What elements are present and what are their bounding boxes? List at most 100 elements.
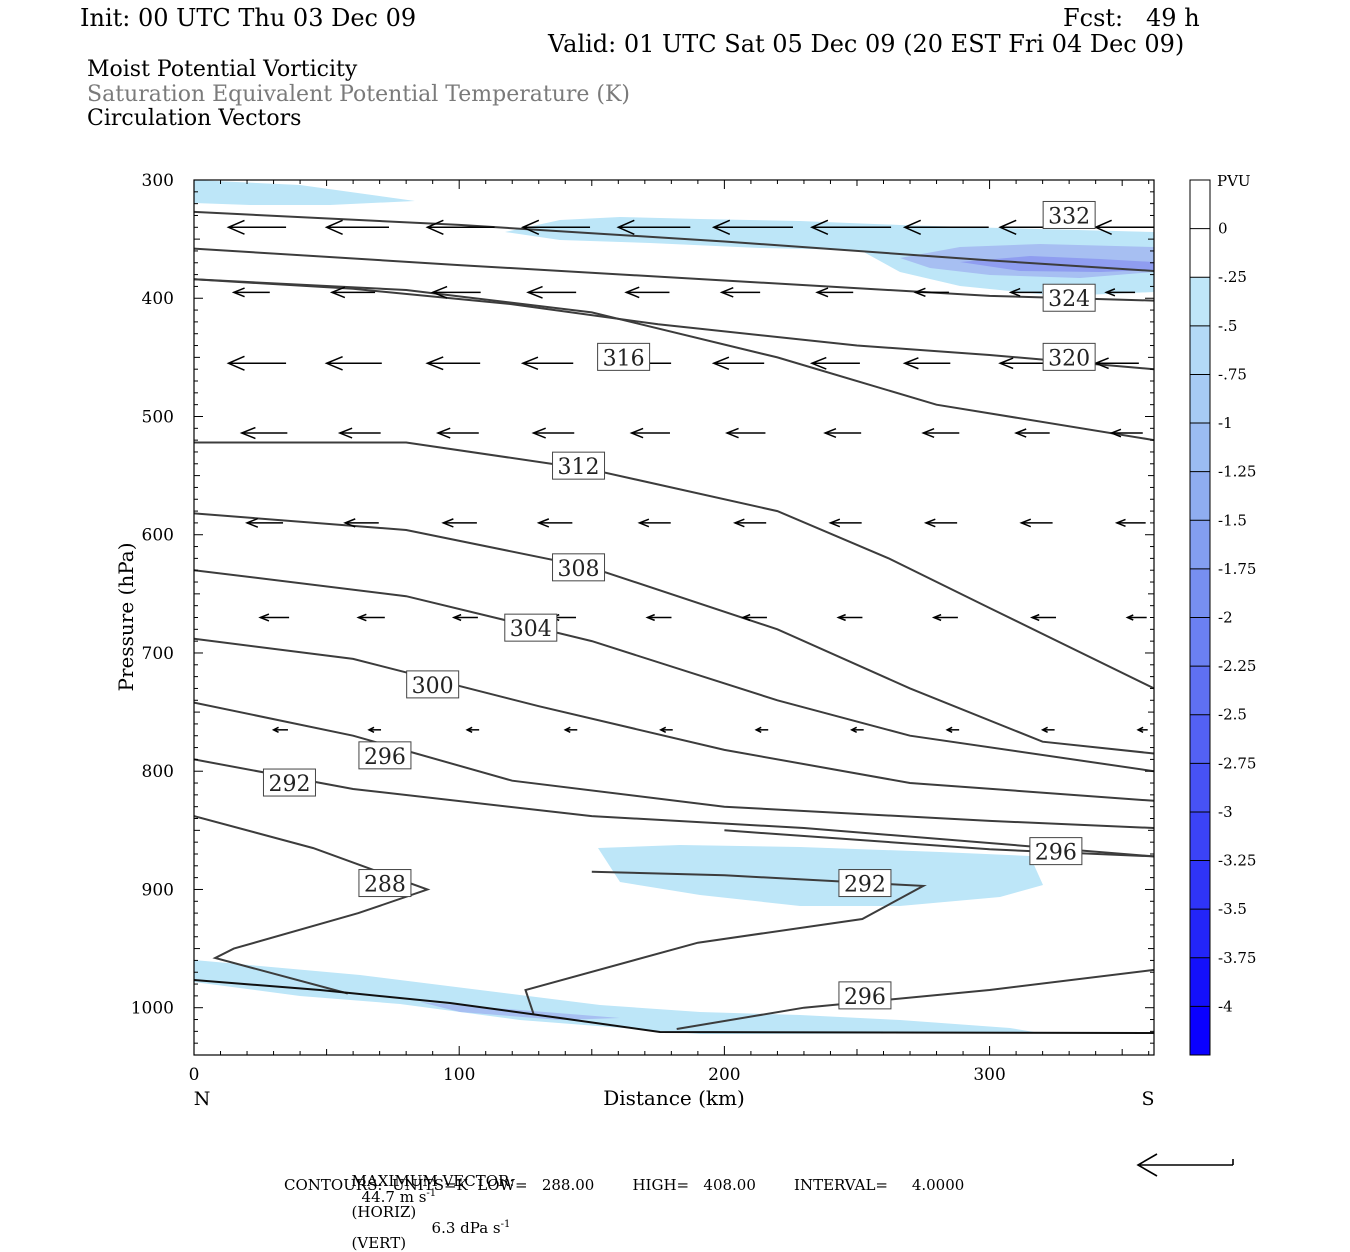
init-time: Init: 00 UTC Thu 03 Dec 09 <box>80 4 417 32</box>
terrain-line <box>194 979 1154 1034</box>
vector-arrow-2-9 <box>1093 357 1139 370</box>
y-tick-label-1000: 1000 <box>131 999 174 1019</box>
colorbar-swatch-12 <box>1190 763 1210 813</box>
contour-label-288-12: 288 <box>358 869 412 898</box>
vector-arrow-0-5 <box>711 219 793 235</box>
vector-arrow-5-5 <box>740 613 767 622</box>
vector-arrow-6-6 <box>850 726 864 734</box>
vector-arrow-5-8 <box>1029 613 1057 622</box>
colorbar-swatch-13 <box>1190 811 1210 862</box>
colorbar-label-16: -4 <box>1218 997 1233 1015</box>
vector-arrow-0-7 <box>902 219 989 235</box>
vector-arrow-1-7 <box>913 287 949 298</box>
colorbar-swatch-16 <box>1190 957 1210 1007</box>
mpv-fill-lower-band <box>598 845 1043 906</box>
colorbar-label-15: -3.75 <box>1218 949 1256 967</box>
valid-time: Valid: 01 UTC Sat 05 Dec 09 (20 EST Fri … <box>548 30 1185 58</box>
title-vectors: Circulation Vectors <box>87 106 302 131</box>
x-tick-label-300: 300 <box>973 1065 1005 1085</box>
vector-arrow-6-0 <box>271 726 288 734</box>
colorbar-label-1: -.25 <box>1218 268 1247 286</box>
svg-text:296: 296 <box>844 985 886 1010</box>
contour-288-12 <box>194 815 431 995</box>
vector-arrow-1-2 <box>430 285 481 299</box>
contour-label-292-11: 292 <box>838 869 892 898</box>
contour-label-300-7: 300 <box>406 670 460 699</box>
x-tick-label-200: 200 <box>708 1065 740 1085</box>
colorbar-swatch-2 <box>1190 277 1210 327</box>
vector-arrow-6-2 <box>465 726 480 734</box>
vector-arrow-5-0 <box>258 613 290 622</box>
vector-arrow-1-3 <box>526 285 577 299</box>
contour-label-320-2: 320 <box>1042 342 1096 371</box>
vector-arrow-4-4 <box>637 518 671 528</box>
vector-arrow-1-5 <box>719 287 761 298</box>
svg-text:300: 300 <box>412 674 454 699</box>
y-tick-label-900: 900 <box>142 880 174 900</box>
vector-arrow-0-9 <box>1093 219 1154 235</box>
vector-arrow-6-4 <box>659 726 673 734</box>
y-tick-label-300: 300 <box>142 171 174 191</box>
colorbar-label-12: -3 <box>1218 803 1233 821</box>
contour-292-9 <box>194 758 1154 858</box>
vector-arrow-0-6 <box>810 219 892 235</box>
vector-arrow-0-2 <box>425 219 495 235</box>
x-tick-labels: 0 100 200 300 <box>189 1065 1006 1085</box>
contour-label-296-10: 296 <box>1029 837 1083 866</box>
vector-arrow-6-5 <box>754 726 769 734</box>
vector-arrow-4-8 <box>1019 518 1053 528</box>
svg-text:316: 316 <box>603 346 645 371</box>
vector-arrow-0-3 <box>520 219 591 235</box>
colorbar-label-7: -1.75 <box>1218 560 1256 578</box>
svg-text:312: 312 <box>558 455 600 480</box>
title-mpv: Moist Potential Vorticity <box>87 57 358 82</box>
contour-label-308-5: 308 <box>552 553 606 582</box>
vector-arrow-1-4 <box>624 286 670 299</box>
colorbar-label-11: -2.75 <box>1218 754 1256 772</box>
colorbar-swatch-8 <box>1190 568 1210 618</box>
theta-es-contours <box>194 210 1154 1030</box>
contour-label-312-4: 312 <box>552 451 606 480</box>
colorbar-swatch-1 <box>1190 228 1210 278</box>
colorbar-label-8: -2 <box>1218 609 1233 627</box>
vector-arrow-4-3 <box>536 518 573 528</box>
contour-300-7 <box>194 637 1154 802</box>
colorbar-swatch-14 <box>1190 860 1210 910</box>
vector-arrow-1-1 <box>329 286 376 299</box>
contour-292-11 <box>524 870 927 1014</box>
horiz-superscript: -1 <box>426 1188 437 1199</box>
vector-arrow-0-0 <box>226 219 287 235</box>
vector-arrow-1-0 <box>231 287 270 298</box>
vector-arrow-2-3 <box>520 356 574 371</box>
vert-unit: (VERT) <box>351 1234 407 1252</box>
vector-arrow-3-5 <box>725 427 766 439</box>
contour-label-296-8: 296 <box>358 741 412 770</box>
vector-arrow-6-8 <box>1040 726 1055 734</box>
colorbar-label-6: -1.5 <box>1218 511 1247 529</box>
colorbar-swatch-10 <box>1190 666 1210 716</box>
vector-arrow-4-5 <box>732 518 767 528</box>
y-tick-label-800: 800 <box>142 762 174 782</box>
vector-arrow-2-5 <box>711 356 765 371</box>
y-axis-label: Pressure (hPa) <box>114 543 138 692</box>
vector-arrow-3-3 <box>531 427 575 439</box>
y-tick-label-600: 600 <box>142 526 174 546</box>
colorbar-swatch-17 <box>1190 1006 1210 1056</box>
colorbar-label-13: -3.25 <box>1218 852 1256 870</box>
vector-arrow-6-3 <box>563 726 578 734</box>
vector-arrow-5-4 <box>645 613 672 622</box>
title-theta-es: Saturation Equivalent Potential Temperat… <box>87 82 630 107</box>
mpv-colorbar: 0 -.25 -.5 -.75 -1 -1.25 -1.5 -1.75 -2 -2.25 -2.5 -… <box>1189 179 1256 1056</box>
colorbar-swatch-6 <box>1190 471 1210 521</box>
mpv-fill-layer <box>194 180 1154 1034</box>
contour-308-5 <box>194 512 1154 755</box>
terrain-surface <box>194 979 1154 1034</box>
y-tick-label-700: 700 <box>142 644 174 664</box>
vector-arrow-2-0 <box>226 355 287 371</box>
axis-ticks <box>193 179 1154 1056</box>
contour-label-316-3: 316 <box>597 342 651 371</box>
contour-label-304-6: 304 <box>504 613 558 642</box>
contour-304-6 <box>194 569 1154 773</box>
vector-arrow-2-8 <box>998 357 1044 370</box>
contour-296-8 <box>194 701 1154 829</box>
